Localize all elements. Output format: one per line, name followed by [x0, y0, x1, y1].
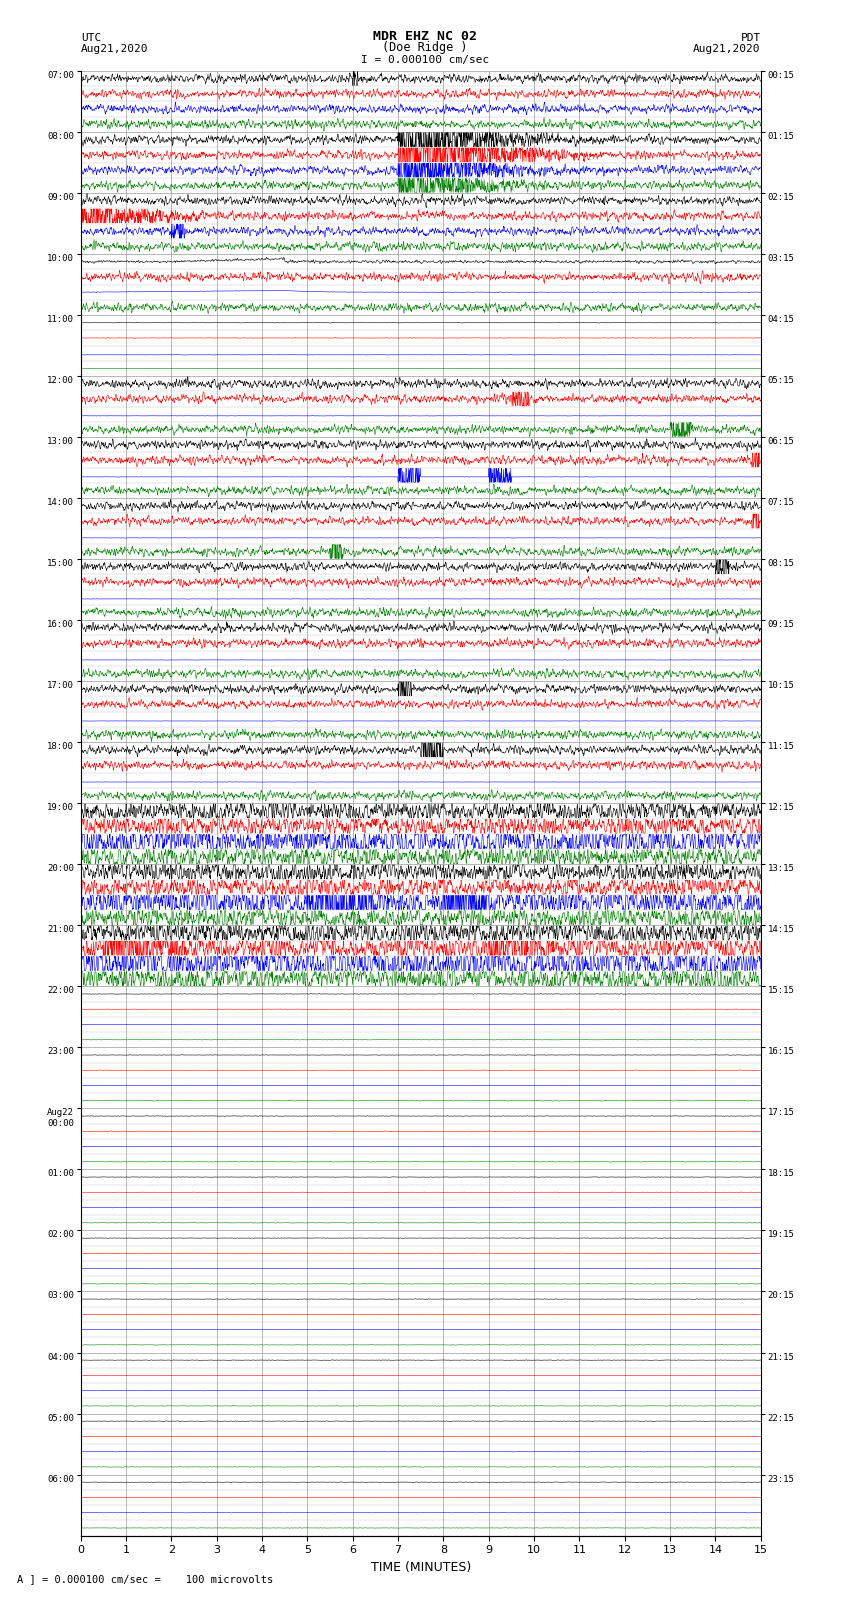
X-axis label: TIME (MINUTES): TIME (MINUTES)	[371, 1561, 471, 1574]
Text: Aug21,2020: Aug21,2020	[81, 44, 148, 53]
Text: (Doe Ridge ): (Doe Ridge )	[382, 40, 468, 53]
Text: I = 0.000100 cm/sec: I = 0.000100 cm/sec	[361, 55, 489, 65]
Text: Aug21,2020: Aug21,2020	[694, 44, 761, 53]
Text: A ] = 0.000100 cm/sec =    100 microvolts: A ] = 0.000100 cm/sec = 100 microvolts	[17, 1574, 273, 1584]
Text: PDT: PDT	[740, 32, 761, 44]
Text: UTC: UTC	[81, 32, 101, 44]
Text: MDR EHZ NC 02: MDR EHZ NC 02	[373, 29, 477, 44]
